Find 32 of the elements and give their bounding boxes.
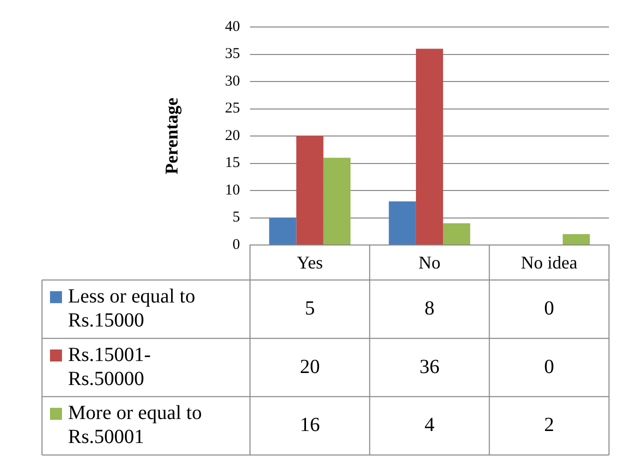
y-axis-title: Perentage: [161, 98, 182, 174]
bar: [269, 218, 296, 244]
y-tick-label: 15: [225, 155, 240, 172]
bar: [323, 158, 351, 244]
data-label: 0: [544, 356, 554, 378]
x-tick-label: No idea: [520, 252, 578, 273]
legend-label: Rs.15001-Rs.50000: [68, 344, 151, 390]
y-tick-label: 40: [225, 18, 240, 35]
bar: [562, 234, 590, 244]
data-label: 36: [420, 356, 440, 378]
bar: [443, 223, 470, 244]
y-tick-label: 20: [225, 128, 240, 144]
y-tick-label: 0: [232, 236, 240, 253]
data-label: 16: [300, 414, 320, 436]
y-tick-label: 25: [225, 100, 240, 117]
y-tick-label: 5: [232, 210, 240, 226]
y-tick-label: 35: [225, 46, 240, 62]
data-label: 0: [544, 297, 554, 320]
x-tick-label: Yes: [296, 252, 323, 273]
bar: [296, 136, 324, 244]
x-tick-label: No: [418, 252, 440, 273]
data-label: 20: [300, 356, 320, 378]
data-label: 8: [424, 297, 434, 320]
y-tick-label: 30: [225, 73, 240, 90]
legend-label: Less or equal to Rs.15000: [68, 285, 196, 332]
bar: [416, 48, 444, 244]
bar: [388, 201, 416, 244]
y-tick-label: 10: [225, 182, 240, 198]
data-label: 5: [304, 297, 315, 320]
data-label: 2: [544, 414, 554, 436]
legend-label: More or equal to Rs.50001: [68, 402, 202, 448]
data-label: 4: [424, 414, 434, 436]
